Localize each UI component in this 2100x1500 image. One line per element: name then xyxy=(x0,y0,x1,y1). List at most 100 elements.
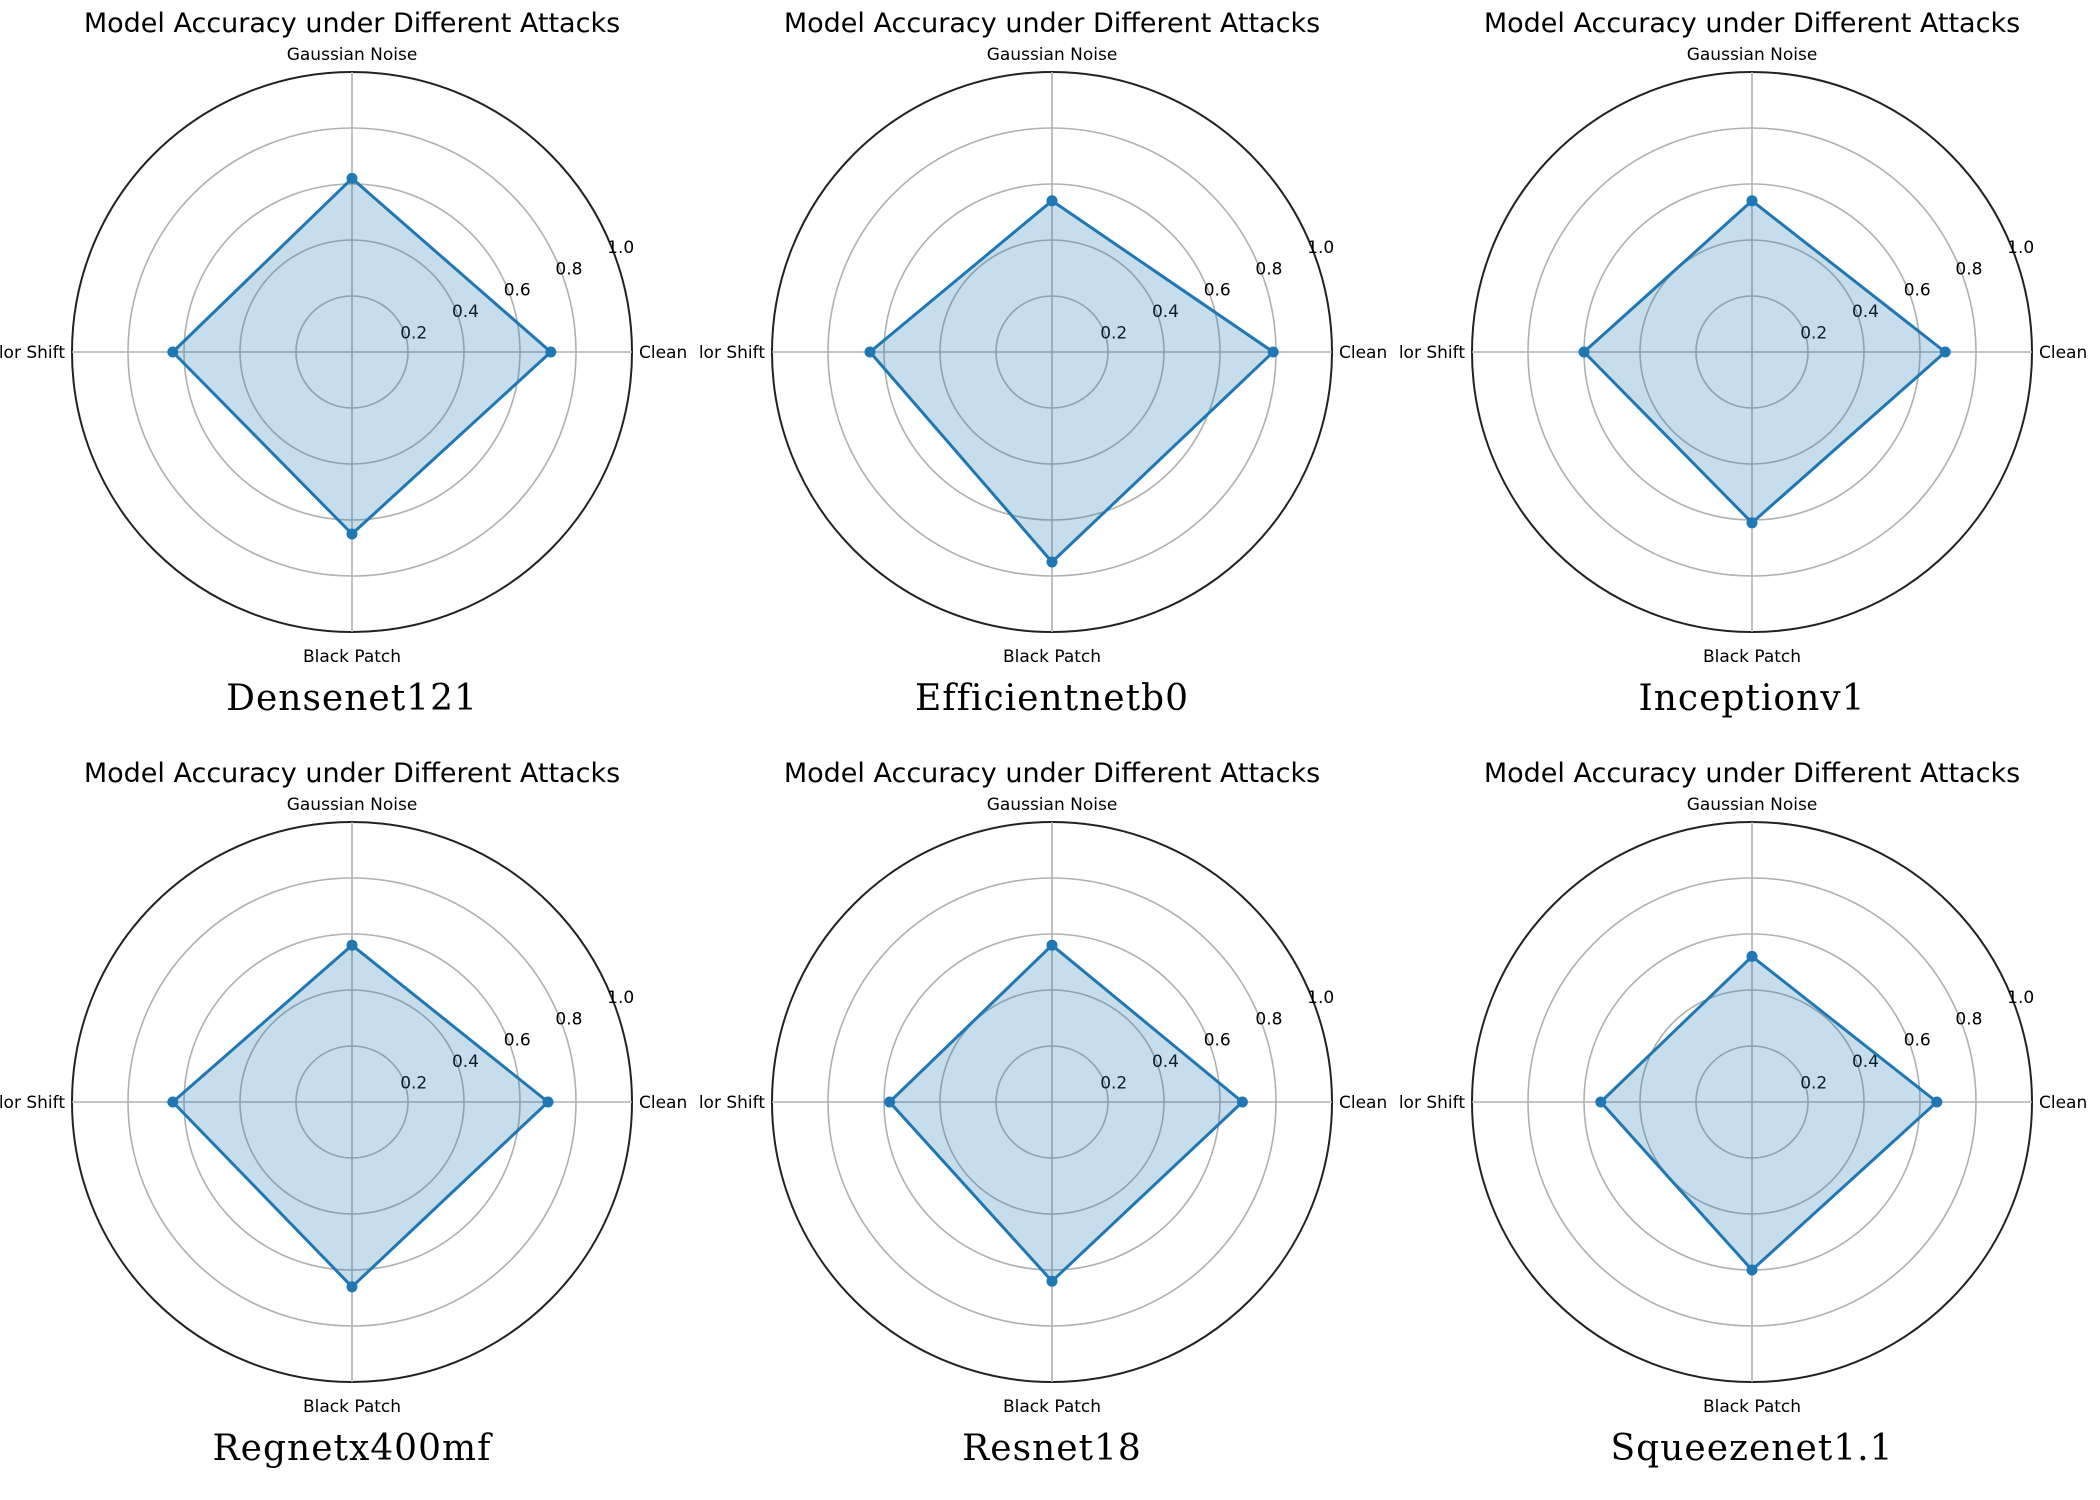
axis-label-black-patch: Black Patch xyxy=(303,1397,401,1417)
data-point-black-patch xyxy=(346,528,358,540)
r-tick-label: 1.0 xyxy=(1307,238,1334,258)
axis-label-clean: Clean xyxy=(2039,1093,2087,1113)
axis-label-gaussian-noise: Gaussian Noise xyxy=(987,795,1118,815)
r-tick-label: 0.2 xyxy=(1800,1074,1827,1094)
axis-label-clean: Clean xyxy=(639,343,687,363)
radar-svg: Model Accuracy under Different Attacks 0.… xyxy=(700,8,1387,719)
r-tick-label: 0.8 xyxy=(1955,259,1982,279)
data-point-clean xyxy=(1267,346,1279,358)
r-tick-label: 1.0 xyxy=(607,988,634,1008)
radar-chart-regnetx400mf: Model Accuracy under Different Attacks 0.… xyxy=(0,750,700,1500)
r-tick-label: 0.4 xyxy=(452,1052,479,1072)
axis-label-color-shift: Color Shift xyxy=(700,343,765,363)
model-caption: Densenet121 xyxy=(226,678,478,719)
r-tick-label: 0.4 xyxy=(1152,1052,1179,1072)
chart-title: Model Accuracy under Different Attacks xyxy=(784,758,1320,789)
radar-chart-inceptionv1: Model Accuracy under Different Attacks 0.… xyxy=(1400,0,2100,750)
model-caption: Inceptionv1 xyxy=(1639,678,1866,719)
axis-label-black-patch: Black Patch xyxy=(303,647,401,667)
r-tick-label: 0.4 xyxy=(1152,302,1179,322)
accuracy-polygon xyxy=(171,943,550,1289)
r-tick-label: 0.8 xyxy=(555,259,582,279)
r-tick-label: 0.8 xyxy=(1955,1009,1982,1029)
axis-label-color-shift: Color Shift xyxy=(700,1093,765,1113)
r-tick-label: 0.2 xyxy=(1800,324,1827,344)
axis-label-black-patch: Black Patch xyxy=(1703,1397,1801,1417)
radar-svg: Model Accuracy under Different Attacks 0.… xyxy=(0,8,687,719)
data-point-clean xyxy=(542,1096,554,1108)
chart-title: Model Accuracy under Different Attacks xyxy=(1484,758,2020,789)
data-point-gaussian-noise xyxy=(1046,195,1058,207)
data-point-black-patch xyxy=(1046,556,1058,568)
axis-label-black-patch: Black Patch xyxy=(1703,647,1801,667)
data-point-color-shift xyxy=(884,1096,896,1108)
r-tick-label: 0.8 xyxy=(1255,1009,1282,1029)
data-point-black-patch xyxy=(1746,1264,1758,1276)
r-tick-label: 0.2 xyxy=(1100,324,1127,344)
radar-svg: Model Accuracy under Different Attacks 0.… xyxy=(1400,758,2087,1469)
r-tick-label: 0.2 xyxy=(400,324,427,344)
data-point-clean xyxy=(1931,1096,1943,1108)
data-point-gaussian-noise xyxy=(1046,939,1058,951)
axis-label-gaussian-noise: Gaussian Noise xyxy=(1687,45,1818,65)
radar-chart-densenet121: Model Accuracy under Different Attacks 0.… xyxy=(0,0,700,750)
chart-title: Model Accuracy under Different Attacks xyxy=(1484,8,2020,39)
axis-label-gaussian-noise: Gaussian Noise xyxy=(1687,795,1818,815)
data-point-color-shift xyxy=(1578,346,1590,358)
data-point-black-patch xyxy=(346,1281,358,1293)
radar-chart-squeezenet1-1: Model Accuracy under Different Attacks 0.… xyxy=(1400,750,2100,1500)
axis-label-gaussian-noise: Gaussian Noise xyxy=(987,45,1118,65)
axis-label-color-shift: Color Shift xyxy=(0,343,65,363)
radar-chart-resnet18: Model Accuracy under Different Attacks 0.… xyxy=(700,750,1400,1500)
r-tick-label: 0.4 xyxy=(1852,1052,1879,1072)
model-caption: Squeezenet1.1 xyxy=(1611,1428,1894,1469)
radar-svg: Model Accuracy under Different Attacks 0.… xyxy=(0,758,687,1469)
r-tick-label: 0.6 xyxy=(504,1031,531,1051)
axis-label-clean: Clean xyxy=(1339,343,1387,363)
data-point-gaussian-noise xyxy=(1746,195,1758,207)
accuracy-polygon xyxy=(1599,954,1939,1272)
data-point-black-patch xyxy=(1046,1275,1058,1287)
data-point-gaussian-noise xyxy=(1746,950,1758,962)
r-tick-label: 0.2 xyxy=(400,1074,427,1094)
axis-label-color-shift: Color Shift xyxy=(1400,343,1465,363)
r-tick-label: 1.0 xyxy=(2007,238,2034,258)
r-tick-label: 0.6 xyxy=(1904,1031,1931,1051)
r-tick-label: 0.8 xyxy=(1255,259,1282,279)
r-tick-label: 0.4 xyxy=(452,302,479,322)
r-tick-label: 0.6 xyxy=(1904,281,1931,301)
chart-title: Model Accuracy under Different Attacks xyxy=(784,8,1320,39)
r-tick-label: 0.4 xyxy=(1852,302,1879,322)
model-caption: Regnetx400mf xyxy=(213,1428,494,1469)
radar-chart-efficientnetb0: Model Accuracy under Different Attacks 0.… xyxy=(700,0,1400,750)
axis-label-clean: Clean xyxy=(2039,343,2087,363)
r-tick-label: 0.8 xyxy=(555,1009,582,1029)
axis-label-color-shift: Color Shift xyxy=(1400,1093,1465,1113)
axis-label-gaussian-noise: Gaussian Noise xyxy=(287,795,418,815)
axis-label-clean: Clean xyxy=(1339,1093,1387,1113)
chart-title: Model Accuracy under Different Attacks xyxy=(84,758,620,789)
data-point-color-shift xyxy=(167,1096,179,1108)
model-caption: Efficientnetb0 xyxy=(915,678,1189,719)
model-caption: Resnet18 xyxy=(962,1428,1142,1469)
axis-label-gaussian-noise: Gaussian Noise xyxy=(287,45,418,65)
accuracy-polygon xyxy=(171,176,553,536)
axis-label-black-patch: Black Patch xyxy=(1003,1397,1101,1417)
radar-svg: Model Accuracy under Different Attacks 0.… xyxy=(700,758,1387,1469)
r-tick-label: 1.0 xyxy=(1307,988,1334,1008)
chart-title: Model Accuracy under Different Attacks xyxy=(84,8,620,39)
r-tick-label: 0.2 xyxy=(1100,1074,1127,1094)
r-tick-label: 0.6 xyxy=(1204,281,1231,301)
axis-label-black-patch: Black Patch xyxy=(1003,647,1101,667)
axis-label-clean: Clean xyxy=(639,1093,687,1113)
radar-svg: Model Accuracy under Different Attacks 0.… xyxy=(1400,8,2087,719)
data-point-black-patch xyxy=(1746,517,1758,529)
r-tick-label: 0.6 xyxy=(1204,1031,1231,1051)
data-point-color-shift xyxy=(1595,1096,1607,1108)
r-tick-label: 1.0 xyxy=(2007,988,2034,1008)
r-tick-label: 1.0 xyxy=(607,238,634,258)
data-point-gaussian-noise xyxy=(346,939,358,951)
data-point-color-shift xyxy=(864,346,876,358)
data-point-color-shift xyxy=(167,346,179,358)
